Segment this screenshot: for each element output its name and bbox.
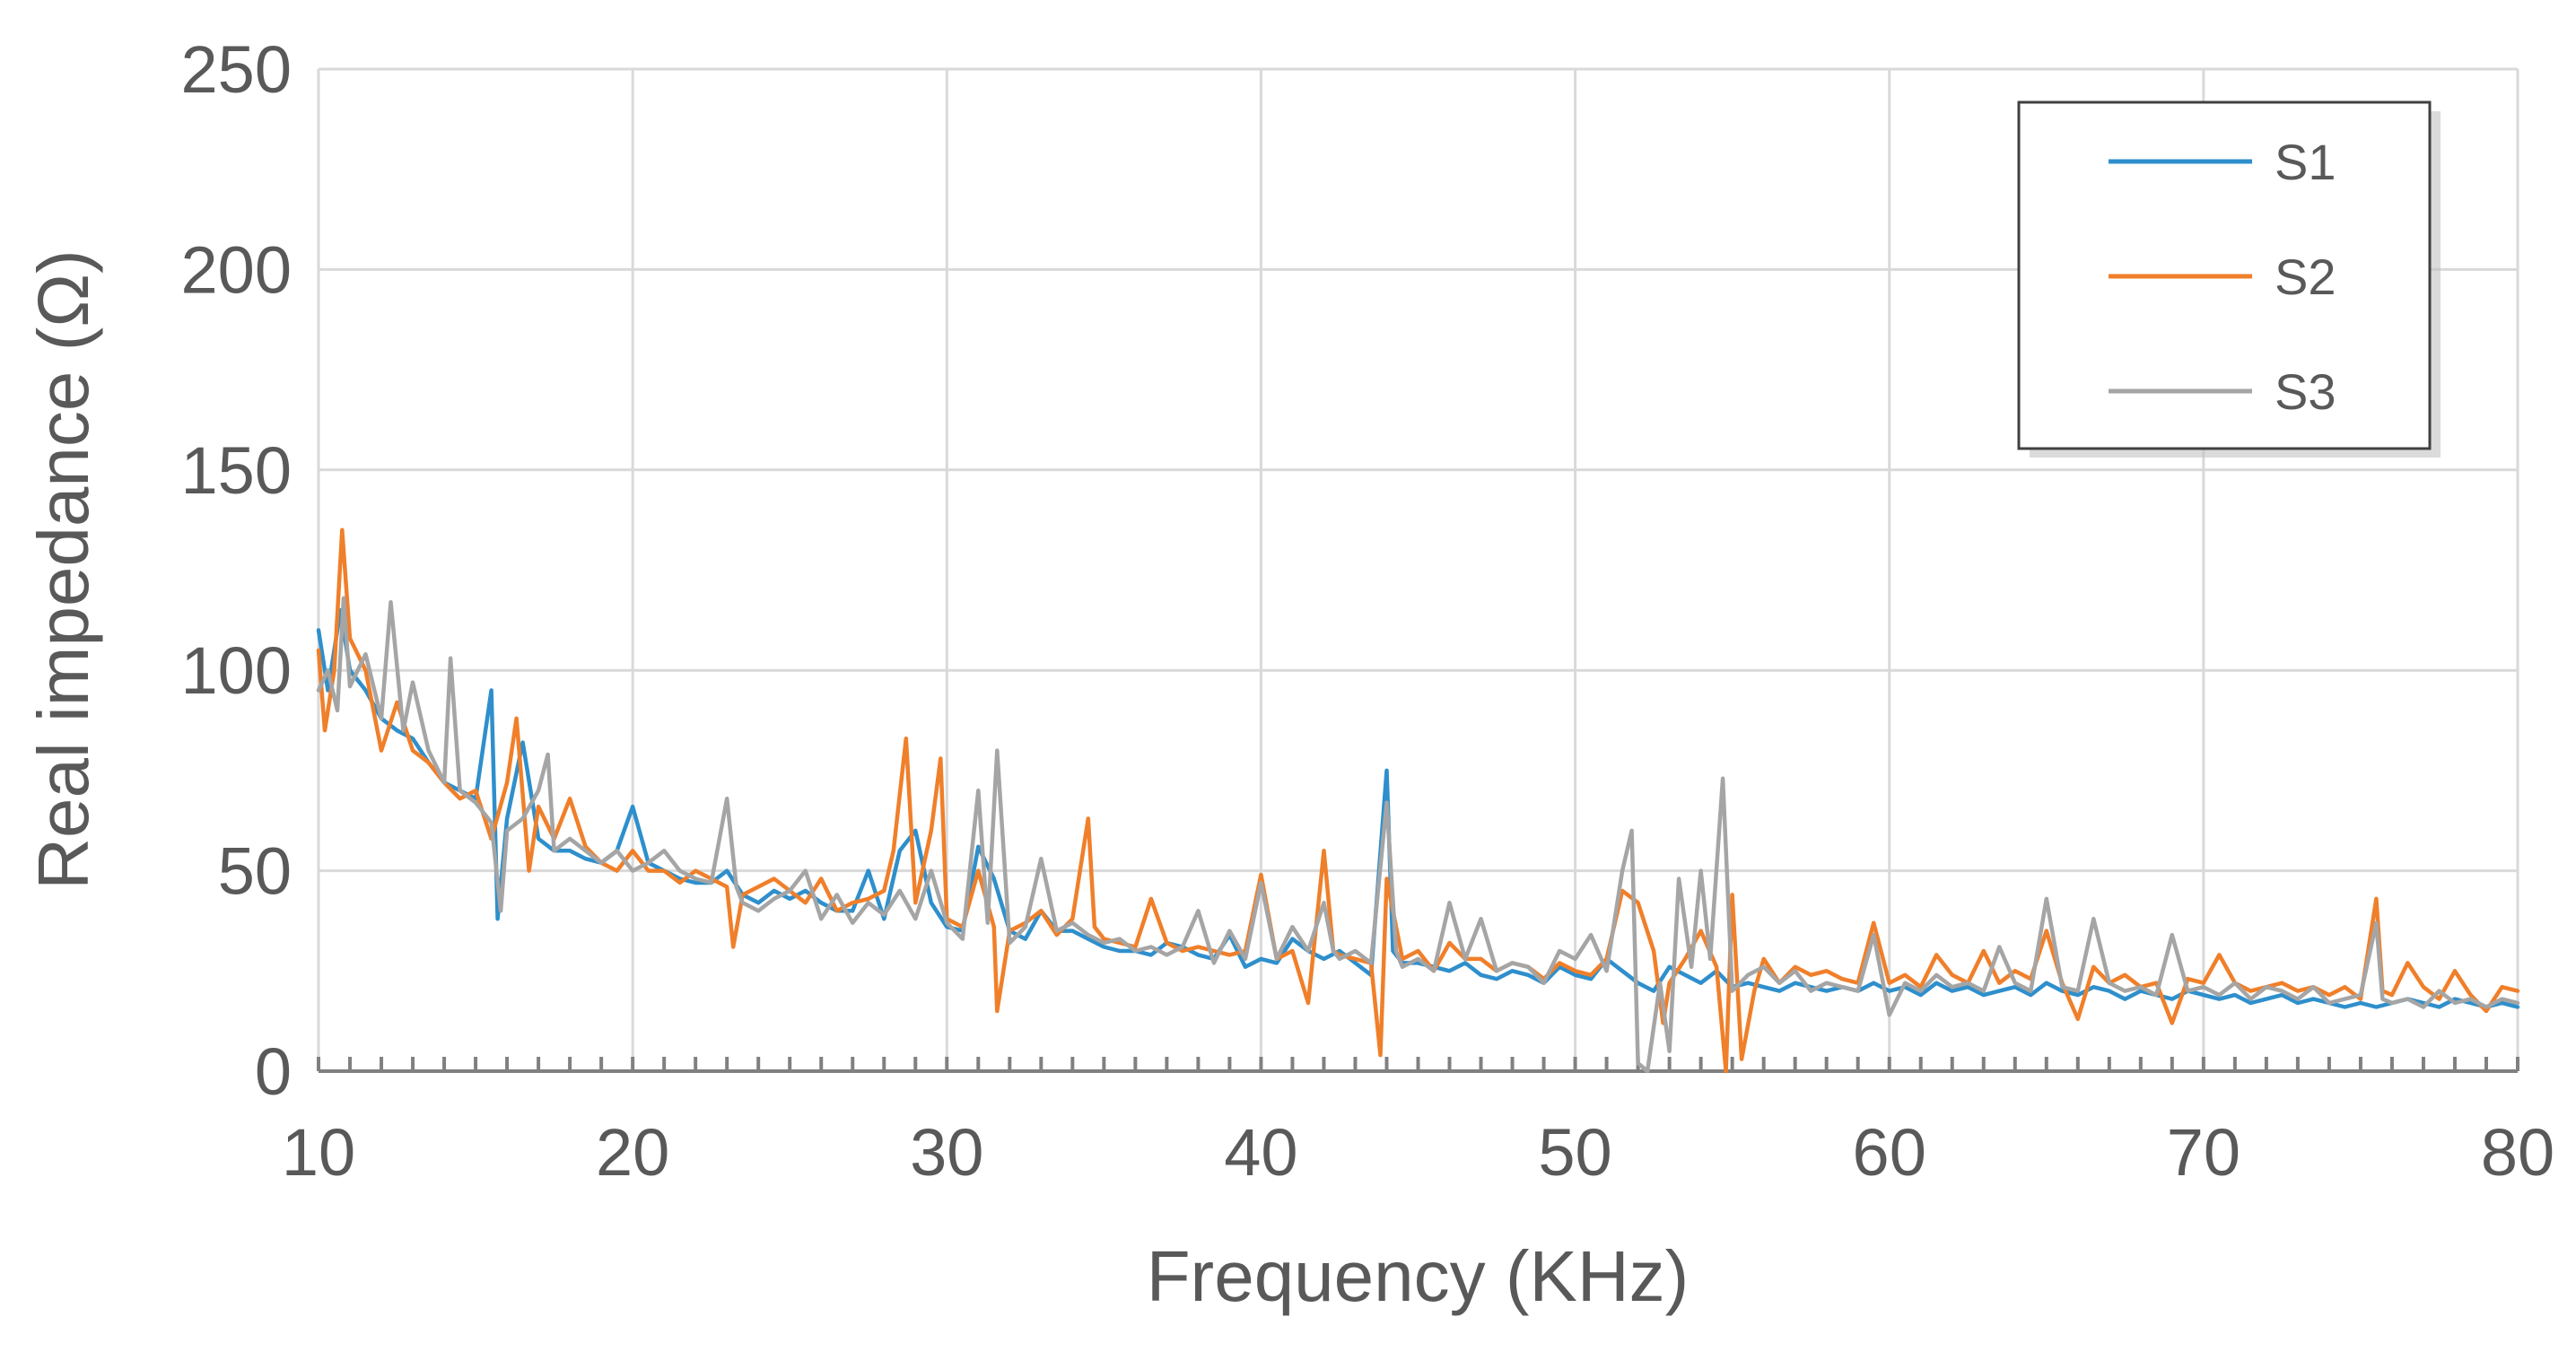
y-tick-label-0: 0: [255, 1034, 292, 1109]
x-tick-label-70: 70: [2167, 1115, 2240, 1190]
x-tick-label-80: 80: [2481, 1115, 2554, 1190]
y-tick-label-50: 50: [218, 834, 292, 909]
y-tick-label-150: 150: [181, 433, 292, 508]
legend-label-s2: S2: [2275, 249, 2336, 305]
series-line-s2: [316, 528, 2520, 1074]
y-axis-title: Real impedance (Ω): [23, 249, 103, 889]
x-tick-label-20: 20: [596, 1115, 669, 1190]
data-series: [316, 528, 2520, 1074]
x-tick-label-50: 50: [1538, 1115, 1611, 1190]
x-tick-label-30: 30: [910, 1115, 983, 1190]
y-tick-label-200: 200: [181, 232, 292, 307]
legend-items: S1 S2 S3: [2109, 134, 2336, 420]
legend-label-s3: S3: [2275, 363, 2336, 420]
legend: S1 S2 S3: [2017, 100, 2441, 458]
series-line-s3: [316, 596, 2520, 1074]
x-axis-title: Frequency (KHz): [1147, 1236, 1690, 1316]
tick-labels: 0 50 100 150 200 250 10 20 30 40 50 60 70 80: [181, 32, 2555, 1190]
axes: [317, 1057, 2519, 1073]
x-tick-label-60: 60: [1853, 1115, 1926, 1190]
x-tick-label-10: 10: [282, 1115, 355, 1190]
y-tick-label-250: 250: [181, 32, 292, 107]
x-tick-label-40: 40: [1224, 1115, 1297, 1190]
legend-label-s1: S1: [2275, 134, 2336, 190]
y-tick-label-100: 100: [181, 633, 292, 708]
